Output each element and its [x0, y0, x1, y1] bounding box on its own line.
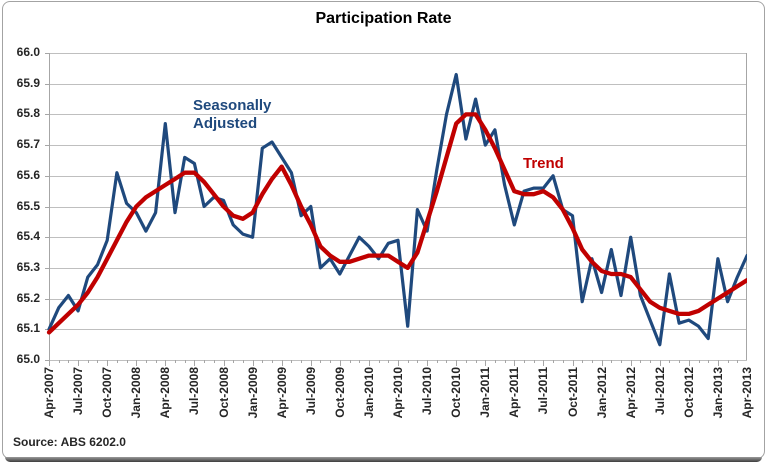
source-note: Source: ABS 6202.0: [13, 435, 126, 449]
trend-series-label: Trend: [523, 155, 564, 172]
x-axis-label: Oct-2010: [449, 367, 464, 418]
y-axis-label: 65.1: [16, 321, 40, 336]
y-axis-label: 65.9: [16, 75, 40, 90]
chart-plot-area: [45, 53, 747, 366]
x-axis-label: Apr-2012: [623, 367, 638, 419]
y-axis-label: 65.2: [16, 290, 40, 305]
x-axis-label: Apr-2009: [274, 367, 289, 419]
seasonally-adjusted-series-label-line2: Adjusted: [193, 115, 258, 132]
x-axis-label: Oct-2012: [681, 367, 696, 418]
x-axis-label: Apr-2007: [42, 367, 56, 419]
x-axis-label: Jan-2009: [245, 367, 260, 419]
x-axis-label: Jan-2013: [710, 367, 725, 419]
frame-shadow: [5, 457, 762, 462]
seasonally-adjusted-series-label-line1: Seasonally: [193, 97, 272, 114]
x-axis-label: Jan-2011: [478, 367, 493, 418]
y-axis-label: 66.0: [16, 45, 40, 59]
x-axis-label: Oct-2008: [216, 367, 231, 418]
y-axis-label: 65.6: [16, 167, 40, 182]
seasonally-adjusted-series-label: Seasonally Adjusted: [193, 97, 271, 133]
y-axis-label: 65.7: [16, 137, 40, 152]
x-axis-label: Jan-2008: [129, 367, 144, 419]
x-axis-label: Apr-2010: [391, 367, 405, 419]
x-axis-label: Apr-2011: [507, 367, 522, 418]
x-axis-label: Jul-2007: [71, 367, 86, 416]
x-axis-label: Oct-2009: [332, 367, 347, 418]
x-axis-label: Apr-2013: [740, 367, 754, 419]
x-axis-label: Jul-2012: [652, 367, 667, 416]
x-axis-label: Jan-2012: [594, 367, 609, 419]
y-axis-label: 65.5: [16, 198, 40, 213]
x-axis-label: Oct-2011: [565, 367, 580, 418]
y-axis-label: 65.3: [16, 259, 40, 274]
y-axis-label: 65.0: [16, 352, 40, 366]
x-axis-label: Oct-2007: [100, 367, 115, 418]
x-axis-label: Apr-2008: [158, 367, 173, 419]
y-axis-label: 65.4: [16, 229, 40, 244]
x-axis-label: Jul-2008: [187, 367, 202, 416]
chart-title: Participation Rate: [315, 10, 452, 27]
seasonally-adjusted-line: [47, 72, 747, 347]
x-axis-label: Jul-2009: [303, 367, 318, 416]
x-axis-label: Jul-2011: [536, 367, 551, 415]
x-axis-label: Jan-2010: [361, 367, 376, 419]
trend-line: [46, 112, 747, 335]
x-axis-label: Jul-2010: [420, 367, 435, 416]
y-axis-label: 65.8: [16, 106, 40, 121]
